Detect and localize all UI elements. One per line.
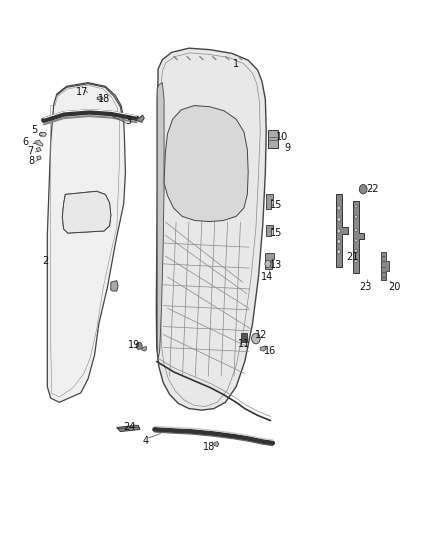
Circle shape (355, 239, 357, 242)
Circle shape (62, 384, 65, 387)
Text: 13: 13 (270, 261, 283, 270)
Polygon shape (47, 83, 125, 402)
Circle shape (74, 387, 78, 391)
Text: 19: 19 (128, 340, 140, 350)
Circle shape (355, 249, 357, 253)
Circle shape (63, 373, 68, 379)
Circle shape (57, 370, 62, 377)
Circle shape (70, 375, 75, 381)
Text: 10: 10 (276, 132, 289, 142)
Circle shape (265, 260, 271, 268)
Circle shape (337, 206, 340, 210)
Text: 15: 15 (270, 228, 283, 238)
FancyBboxPatch shape (268, 130, 278, 148)
Circle shape (359, 184, 367, 194)
Text: 15: 15 (270, 200, 283, 210)
Text: 23: 23 (359, 282, 371, 293)
Text: 6: 6 (23, 137, 29, 147)
Polygon shape (39, 132, 46, 136)
Circle shape (337, 229, 340, 233)
Text: 4: 4 (143, 437, 149, 447)
Polygon shape (97, 96, 103, 100)
Text: 21: 21 (346, 252, 358, 262)
Polygon shape (136, 115, 144, 123)
Text: 18: 18 (203, 442, 215, 451)
Polygon shape (214, 441, 219, 447)
Text: 11: 11 (238, 339, 250, 349)
Circle shape (68, 385, 71, 390)
Polygon shape (381, 252, 389, 280)
Text: 1: 1 (233, 59, 239, 69)
Circle shape (355, 228, 357, 231)
Polygon shape (36, 148, 41, 151)
Polygon shape (265, 254, 274, 269)
Polygon shape (260, 346, 266, 351)
Polygon shape (62, 191, 111, 233)
Circle shape (337, 250, 340, 254)
Text: 24: 24 (124, 422, 136, 432)
Text: 3: 3 (126, 116, 132, 126)
Polygon shape (336, 195, 348, 266)
Circle shape (136, 342, 142, 350)
Text: 7: 7 (27, 146, 33, 156)
Polygon shape (266, 225, 273, 236)
Text: 12: 12 (255, 330, 267, 341)
Text: 16: 16 (264, 346, 276, 356)
Polygon shape (35, 140, 43, 147)
Polygon shape (111, 280, 118, 291)
Circle shape (88, 92, 94, 98)
Text: 8: 8 (28, 156, 34, 166)
Circle shape (337, 239, 340, 244)
Polygon shape (266, 195, 273, 209)
Polygon shape (157, 83, 164, 360)
Polygon shape (36, 156, 41, 160)
Text: 2: 2 (42, 256, 48, 266)
Circle shape (67, 393, 70, 396)
Text: 9: 9 (285, 143, 291, 154)
Polygon shape (164, 106, 248, 222)
Polygon shape (117, 425, 140, 432)
Text: 18: 18 (98, 94, 110, 104)
Polygon shape (156, 48, 266, 410)
Text: 20: 20 (388, 282, 400, 293)
Circle shape (355, 215, 357, 219)
Text: 22: 22 (367, 184, 379, 194)
Circle shape (251, 333, 260, 344)
Text: 5: 5 (31, 125, 38, 135)
Circle shape (355, 205, 357, 208)
Text: 14: 14 (261, 272, 273, 282)
Polygon shape (142, 346, 147, 351)
Polygon shape (353, 201, 364, 273)
Circle shape (39, 132, 43, 136)
Text: 17: 17 (76, 86, 88, 96)
Polygon shape (241, 333, 247, 342)
Circle shape (337, 217, 340, 222)
Circle shape (355, 260, 357, 263)
